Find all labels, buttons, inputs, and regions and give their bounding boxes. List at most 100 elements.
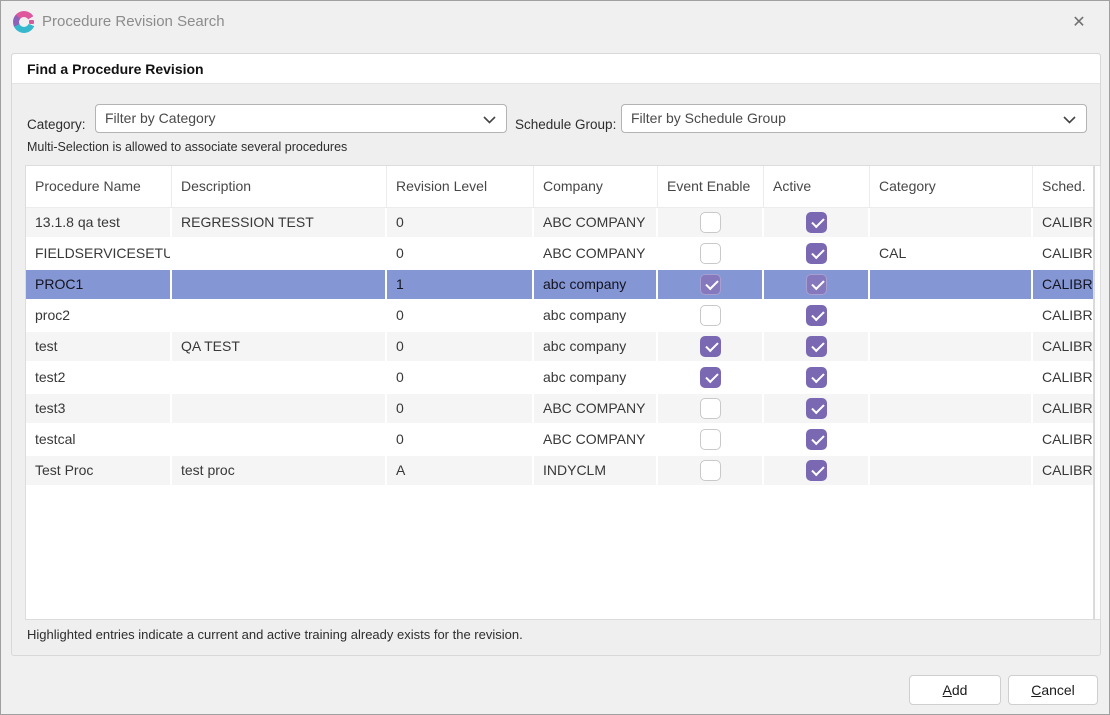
cell-company: ABC COMPANY (534, 394, 658, 423)
table-row[interactable]: Test Proc test proc A INDYCLM CALIBR (26, 456, 1093, 485)
event-enable-checkbox-cell (658, 425, 764, 454)
active-checkbox-cell (764, 425, 870, 454)
column-header-active[interactable]: Active (764, 166, 870, 207)
event-enable-checkbox-cell (658, 363, 764, 392)
schedule-group-filter-dropdown[interactable]: Filter by Schedule Group (621, 104, 1087, 133)
table-row[interactable]: test2 0 abc company CALIBR (26, 363, 1093, 392)
schedule-group-filter-value: Filter by Schedule Group (631, 110, 786, 126)
cell-description (172, 425, 387, 454)
active-checkbox-cell (764, 394, 870, 423)
cell-procedure-name: test3 (26, 394, 172, 423)
event-enable-checkbox[interactable] (699, 274, 721, 295)
schedule-group-label: Schedule Group: (515, 117, 617, 132)
column-header-sched[interactable]: Sched. (1042, 178, 1086, 194)
active-checkbox[interactable] (805, 336, 827, 357)
event-enable-checkbox[interactable] (699, 336, 721, 357)
multi-selection-hint: Multi-Selection is allowed to associate … (27, 140, 348, 154)
event-enable-checkbox[interactable] (699, 243, 721, 264)
window-title: Procedure Revision Search (42, 13, 225, 30)
cell-category (870, 270, 1033, 299)
panel-title: Find a Procedure Revision (12, 54, 1100, 84)
cell-sched: CALIBR (1033, 425, 1093, 454)
cell-category (870, 425, 1033, 454)
cell-description (172, 301, 387, 330)
cell-category (870, 332, 1033, 361)
column-header-description[interactable]: Description (172, 166, 387, 207)
cell-revision-level: A (387, 456, 534, 485)
event-enable-checkbox[interactable] (699, 460, 721, 481)
find-procedure-panel: Find a Procedure Revision Category: Filt… (11, 53, 1101, 656)
table-row[interactable]: PROC1 1 abc company CALIBR (26, 270, 1093, 299)
app-logo-icon (13, 11, 35, 33)
event-enable-checkbox[interactable] (699, 367, 721, 388)
cell-category (870, 301, 1033, 330)
event-enable-checkbox-cell (658, 301, 764, 330)
cell-sched: CALIBR (1033, 270, 1093, 299)
cell-sched: CALIBR (1033, 363, 1093, 392)
active-checkbox[interactable] (805, 274, 827, 295)
table-row[interactable]: 13.1.8 qa test REGRESSION TEST 0 ABC COMPAN… (26, 208, 1093, 237)
active-checkbox-cell (764, 332, 870, 361)
active-checkbox[interactable] (805, 429, 827, 450)
event-enable-checkbox[interactable] (699, 305, 721, 326)
vertical-scrollbar[interactable] (1094, 165, 1101, 620)
event-enable-checkbox[interactable] (699, 429, 721, 450)
cell-sched: CALIBR (1033, 394, 1093, 423)
close-icon[interactable]: ✕ (1072, 14, 1086, 31)
cell-category: CAL (870, 239, 1033, 268)
cell-procedure-name: FIELDSERVICESETUP (26, 239, 172, 268)
cell-procedure-name: testcal (26, 425, 172, 454)
cell-description: test proc (172, 456, 387, 485)
title-bar: Procedure Revision Search ✕ (1, 1, 1109, 43)
event-enable-checkbox-cell (658, 239, 764, 268)
cell-company: abc company (534, 270, 658, 299)
cell-sched: CALIBR (1033, 332, 1093, 361)
column-header-company[interactable]: Company (534, 166, 658, 207)
table-row[interactable]: test QA TEST 0 abc company CALIBR (26, 332, 1093, 361)
active-checkbox[interactable] (805, 460, 827, 481)
cell-revision-level: 0 (387, 363, 534, 392)
active-checkbox[interactable] (805, 212, 827, 233)
active-checkbox-cell (764, 208, 870, 237)
table-row[interactable]: proc2 0 abc company CALIBR (26, 301, 1093, 330)
active-checkbox[interactable] (805, 243, 827, 264)
cell-company: abc company (534, 363, 658, 392)
cell-revision-level: 0 (387, 208, 534, 237)
active-checkbox[interactable] (805, 367, 827, 388)
add-button[interactable]: Add (909, 675, 1001, 705)
cell-sched: CALIBR (1033, 301, 1093, 330)
category-filter-dropdown[interactable]: Filter by Category (95, 104, 507, 133)
active-checkbox[interactable] (805, 305, 827, 326)
active-checkbox-cell (764, 363, 870, 392)
cell-revision-level: 0 (387, 239, 534, 268)
cancel-button[interactable]: Cancel (1008, 675, 1098, 705)
category-filter-value: Filter by Category (105, 110, 216, 126)
chevron-down-icon (483, 116, 496, 124)
category-label: Category: (27, 117, 86, 132)
event-enable-checkbox[interactable] (699, 212, 721, 233)
cell-revision-level: 0 (387, 332, 534, 361)
cell-company: INDYCLM (534, 456, 658, 485)
cell-category (870, 456, 1033, 485)
column-header-procedure-name[interactable]: Procedure Name (26, 166, 172, 207)
column-header-revision-level[interactable]: Revision Level (387, 166, 534, 207)
table-row[interactable]: test3 0 ABC COMPANY CALIBR (26, 394, 1093, 423)
cell-company: abc company (534, 332, 658, 361)
cell-company: ABC COMPANY (534, 425, 658, 454)
cell-company: ABC COMPANY (534, 239, 658, 268)
event-enable-checkbox-cell (658, 208, 764, 237)
active-checkbox[interactable] (805, 398, 827, 419)
cell-description (172, 270, 387, 299)
cell-description (172, 239, 387, 268)
column-header-event-enable[interactable]: Event Enable (658, 166, 764, 207)
table-row[interactable]: FIELDSERVICESETUP 0 ABC COMPANY CAL CALIBR (26, 239, 1093, 268)
cell-procedure-name: Test Proc (26, 456, 172, 485)
event-enable-checkbox[interactable] (699, 398, 721, 419)
cell-description: REGRESSION TEST (172, 208, 387, 237)
cell-category (870, 363, 1033, 392)
table-header: Procedure Name Description Revision Level C… (26, 166, 1093, 208)
table-row[interactable]: testcal 0 ABC COMPANY CALIBR (26, 425, 1093, 454)
column-header-category[interactable]: Category (870, 166, 1033, 207)
cell-sched: CALIBR (1033, 239, 1093, 268)
